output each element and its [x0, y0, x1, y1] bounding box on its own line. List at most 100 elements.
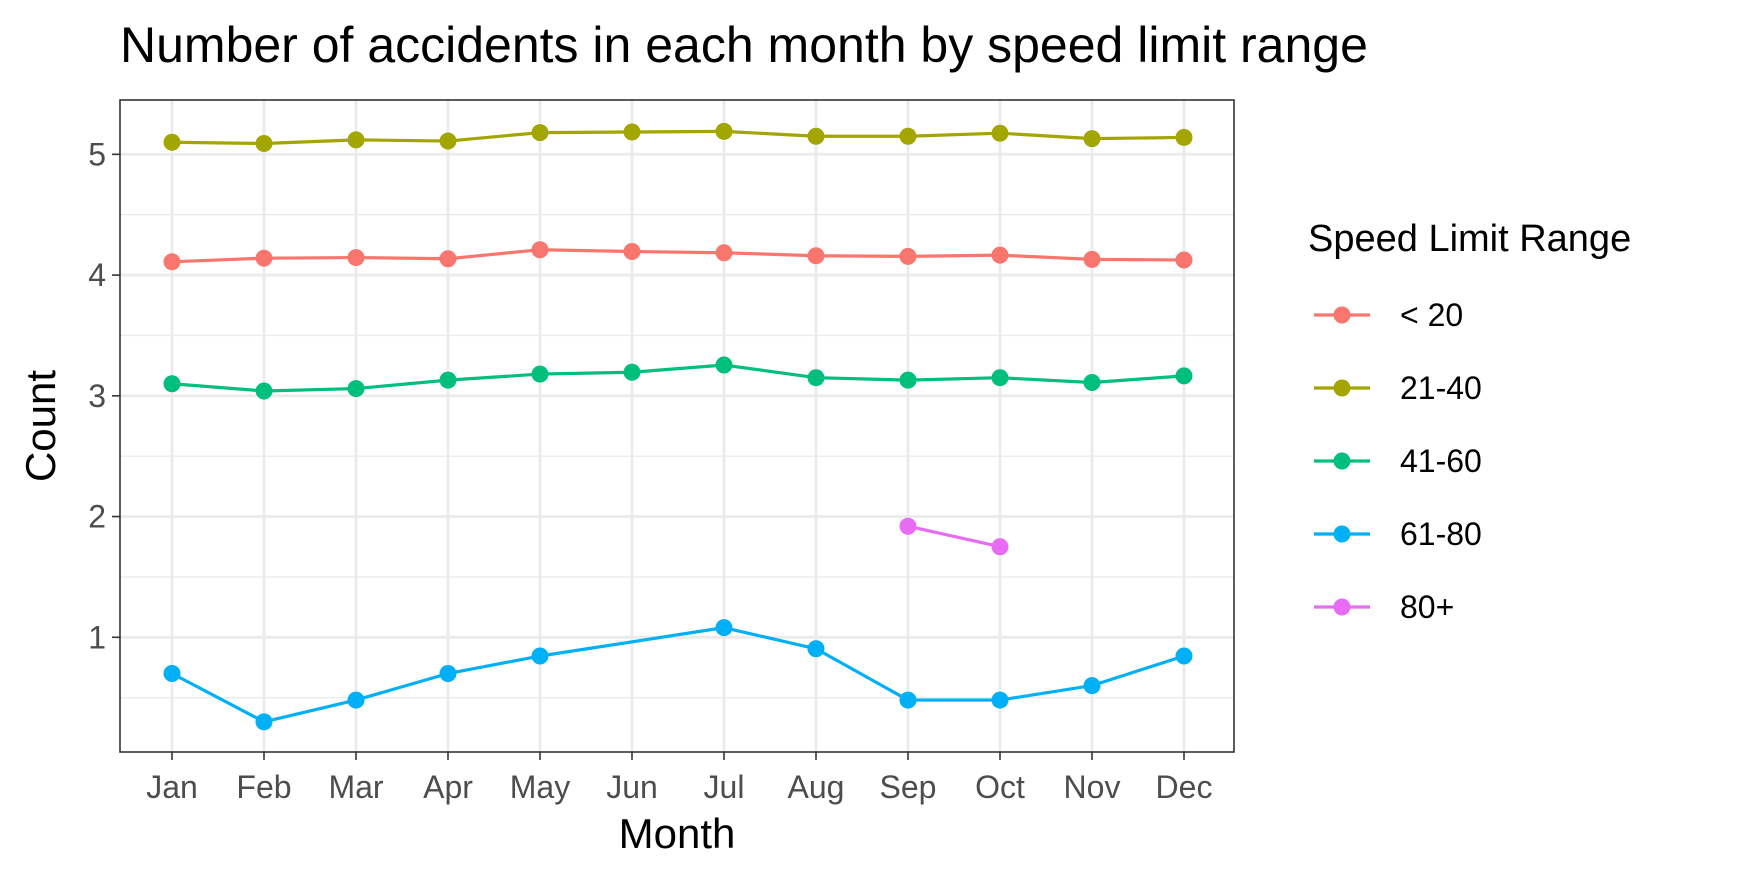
data-point	[255, 249, 273, 267]
data-point	[1175, 251, 1193, 269]
data-point	[715, 244, 733, 262]
data-point	[531, 124, 549, 142]
x-tick-label: Sep	[880, 769, 937, 805]
legend-key-point	[1333, 598, 1351, 616]
data-point	[715, 122, 733, 140]
series-21-40	[163, 122, 1193, 152]
x-tick-label: Apr	[423, 769, 473, 805]
legend-label: 41-60	[1400, 443, 1482, 479]
legend-item: 21-40	[1314, 370, 1482, 406]
y-tick-label: 2	[88, 499, 106, 535]
data-point	[531, 241, 549, 259]
data-point	[715, 356, 733, 374]
data-point	[715, 619, 733, 637]
series-line	[171, 363, 1185, 393]
data-point	[899, 247, 917, 265]
data-point	[347, 249, 365, 267]
series-line	[907, 524, 1001, 549]
data-point	[991, 246, 1009, 264]
data-point	[255, 382, 273, 400]
x-tick-label: Aug	[788, 769, 845, 805]
legend-item: 61-80	[1314, 516, 1482, 552]
legend-items: < 20 21-40 41-60 61-80 80+	[1314, 297, 1482, 625]
x-axis-title: Month	[619, 810, 736, 857]
series-line	[171, 248, 1185, 264]
legend-title: Speed Limit Range	[1308, 218, 1631, 260]
x-tick-label: Nov	[1064, 769, 1121, 805]
data-point	[163, 253, 181, 271]
data-point	[1083, 677, 1101, 695]
x-tick-label: Jul	[704, 769, 745, 805]
data-point	[1083, 130, 1101, 148]
data-point	[807, 640, 825, 658]
legend: Speed Limit Range < 20 21-40 41-60 61-80 80+	[1308, 218, 1631, 625]
data-point	[531, 647, 549, 665]
data-point	[1175, 367, 1193, 385]
series-20	[163, 241, 1193, 271]
data-point	[1175, 647, 1193, 665]
data-point	[991, 691, 1009, 709]
x-tick-label: Jun	[606, 769, 658, 805]
x-tick-label: Mar	[328, 769, 383, 805]
data-point	[163, 375, 181, 393]
y-axis: 1 2 3 4 5	[88, 136, 120, 655]
data-point	[531, 365, 549, 383]
data-point	[255, 134, 273, 152]
y-tick-label: 4	[88, 257, 106, 293]
data-point	[899, 371, 917, 389]
plot-background	[120, 100, 1234, 752]
series-line	[171, 129, 1185, 146]
data-point	[439, 371, 457, 389]
x-tick-label: Jan	[146, 769, 198, 805]
data-point	[991, 369, 1009, 387]
data-point	[255, 713, 273, 731]
x-tick-label: Oct	[975, 769, 1025, 805]
data-point	[163, 133, 181, 151]
legend-key-point	[1333, 306, 1351, 324]
x-axis: Jan Feb Mar Apr May Jun Jul Aug Sep Oct Nov Dec	[146, 752, 1212, 805]
x-tick-label: May	[510, 769, 570, 805]
data-point	[347, 380, 365, 398]
legend-label: 80+	[1400, 589, 1454, 625]
y-axis-title: Count	[17, 370, 64, 482]
data-point	[899, 691, 917, 709]
series-layer	[163, 122, 1193, 731]
data-point	[899, 517, 917, 535]
y-tick-label: 1	[88, 619, 106, 655]
legend-item: 80+	[1314, 589, 1454, 625]
series-41-60	[163, 356, 1193, 400]
legend-key-point	[1333, 452, 1351, 470]
legend-label: < 20	[1400, 297, 1463, 333]
data-point	[1175, 128, 1193, 146]
legend-key-point	[1333, 379, 1351, 397]
data-point	[347, 691, 365, 709]
y-tick-label: 5	[88, 136, 106, 172]
data-point	[991, 538, 1009, 556]
data-point	[623, 363, 641, 381]
data-point	[807, 127, 825, 145]
y-tick-label: 3	[88, 378, 106, 414]
series-61-80	[163, 619, 1193, 731]
minor-gridlines	[120, 214, 1234, 699]
data-point	[1083, 374, 1101, 392]
legend-label: 21-40	[1400, 370, 1482, 406]
series-80	[899, 517, 1009, 556]
data-point	[1083, 250, 1101, 268]
data-point	[623, 123, 641, 141]
legend-item: < 20	[1314, 297, 1463, 333]
legend-label: 61-80	[1400, 516, 1482, 552]
data-point	[623, 243, 641, 261]
data-point	[439, 250, 457, 268]
x-tick-label: Feb	[236, 769, 291, 805]
x-tick-label: Dec	[1156, 769, 1213, 805]
data-point	[807, 369, 825, 387]
data-point	[347, 131, 365, 149]
legend-item: 41-60	[1314, 443, 1482, 479]
data-point	[899, 127, 917, 145]
data-point	[991, 124, 1009, 142]
data-point	[807, 247, 825, 265]
major-gridlines	[120, 100, 1234, 752]
plot-border	[119, 99, 1235, 753]
data-point	[163, 665, 181, 683]
